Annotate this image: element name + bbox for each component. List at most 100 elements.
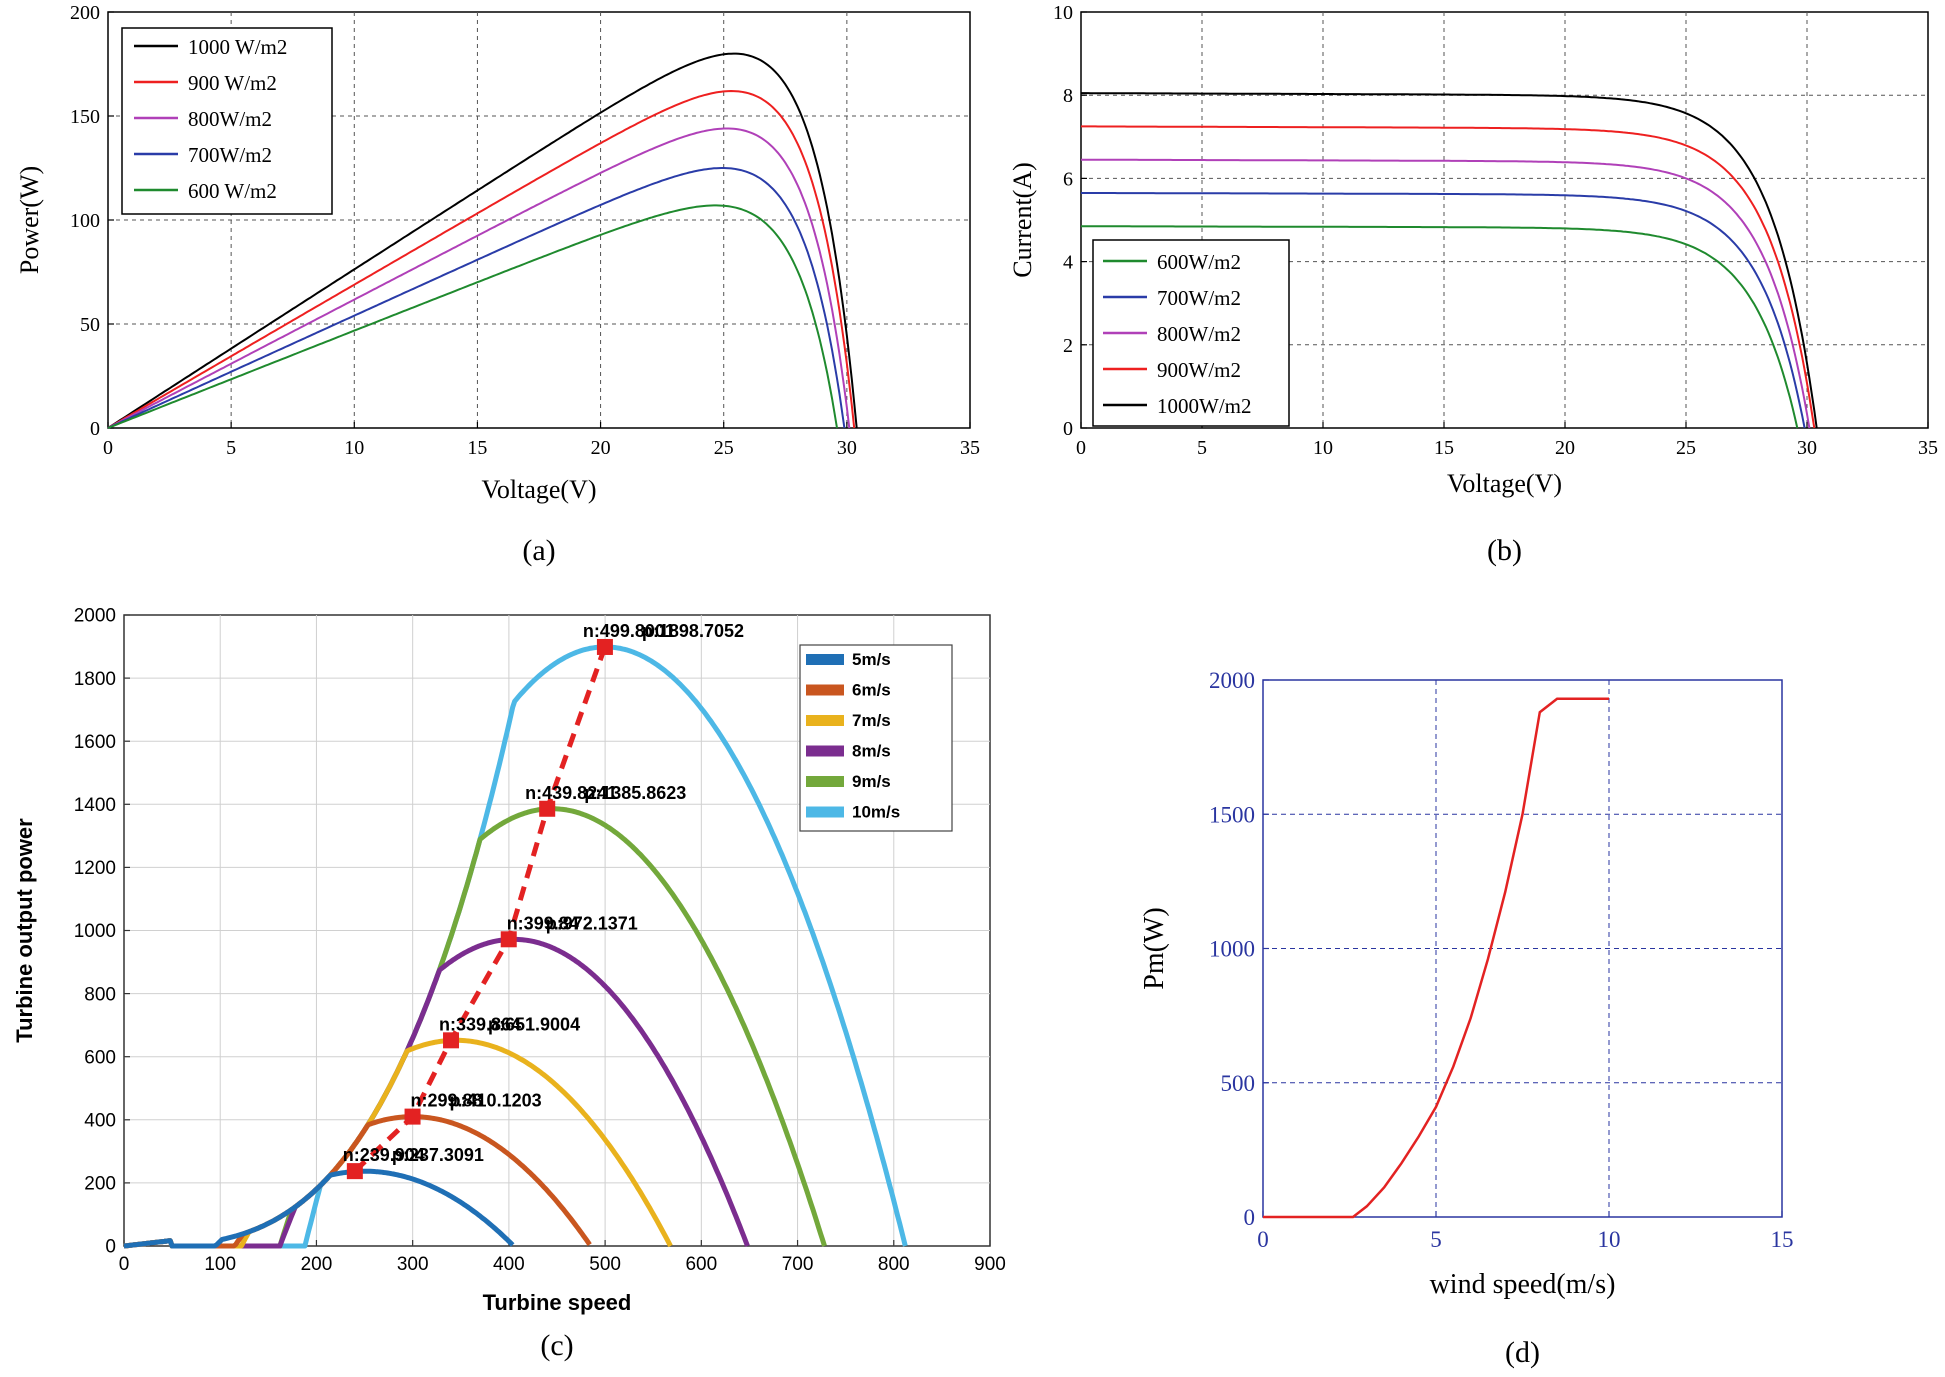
y-tick-label: 500 [1221, 1071, 1256, 1096]
y-tick-label: 150 [70, 106, 100, 128]
y-tick-label: 50 [80, 314, 100, 336]
series-line [1081, 225, 1799, 429]
x-tick-label: 5 [226, 437, 236, 459]
legend-swatch [806, 776, 844, 787]
x-tick-label: 25 [1676, 437, 1696, 459]
y-tick-label: 200 [70, 2, 100, 24]
x-tick-label: 10 [344, 437, 364, 459]
mpp-n-label: n:239.904 [343, 1145, 425, 1165]
y-tick-label: 800 [84, 984, 116, 1005]
x-tick-label: 500 [589, 1254, 621, 1275]
legend-entry: 1000W/m2 [1157, 394, 1252, 418]
x-tick-label: 800 [878, 1254, 910, 1275]
legend-entry: 800W/m2 [1157, 322, 1241, 346]
series-line [1263, 697, 1609, 1219]
y-tick-label: 600 [84, 1047, 116, 1068]
x-axis-label: wind speed(m/s) [1430, 1269, 1616, 1300]
y-tick-label: 6 [1063, 168, 1073, 190]
chart-3: 0 100 200 300 400 500 600 700 800 900 0 200 400 600 80… [12, 606, 1006, 1362]
chart-1: 0 5 10 15 20 25 30 35 0 50 100 150 200 Voltage(V) Powe… [15, 2, 980, 567]
legend: 600W/m2 700W/m2 800W/m2 900W/m2 1000W/m2 [1092, 239, 1290, 427]
x-tick-label: 0 [119, 1254, 130, 1275]
x-tick-label: 15 [1771, 1227, 1794, 1252]
legend-entry: 8m/s [852, 742, 891, 761]
legend-entry: 9m/s [852, 772, 891, 791]
x-tick-label: 20 [591, 437, 611, 459]
x-tick-label: 35 [1918, 437, 1938, 459]
y-axis-label: Current(A) [1008, 162, 1037, 278]
figure-caption: (b) [1487, 534, 1522, 567]
series-line [1081, 125, 1816, 429]
mpp-n-label: n:399.84 [507, 913, 579, 933]
y-axis-label: Turbine output power [12, 818, 37, 1043]
y-axis-label: Power(W) [15, 166, 44, 274]
legend-entry: 6m/s [852, 681, 891, 700]
mpp-n-label: n:299.88 [411, 1091, 483, 1111]
y-tick-label: 1400 [74, 795, 116, 816]
series-line [1081, 192, 1806, 429]
y-tick-label: 4 [1063, 252, 1073, 274]
mpp-marker [539, 800, 556, 817]
y-tick-label: 1000 [74, 921, 116, 942]
figure-caption: (c) [540, 1329, 573, 1362]
mpp-marker [404, 1108, 421, 1125]
x-tick-label: 900 [974, 1254, 1006, 1275]
y-tick-label: 1500 [1209, 802, 1255, 827]
chart-2: 0 5 10 15 20 25 30 35 0 2 4 6 8 10 Voltage(V) Current(A… [1008, 2, 1938, 567]
legend-entry: 700W/m2 [1157, 286, 1241, 310]
series-line [107, 204, 838, 429]
series-line [1081, 158, 1811, 429]
x-tick-label: 5 [1197, 437, 1207, 459]
x-tick-label: 25 [714, 437, 734, 459]
y-tick-label: 0 [1063, 418, 1073, 440]
legend-entry: 900 W/m2 [188, 71, 277, 95]
legend-entry: 600W/m2 [1157, 250, 1241, 274]
mpp-marker [500, 931, 517, 948]
legend-swatch [806, 654, 844, 665]
y-tick-label: 2000 [74, 606, 116, 627]
mpp-marker [346, 1163, 363, 1180]
legend-box [799, 644, 953, 832]
legend-entry: 5m/s [852, 650, 891, 669]
y-tick-label: 0 [90, 418, 100, 440]
legend-entry: 7m/s [852, 711, 891, 730]
mpp-p-label: p:651.9004 [488, 1014, 580, 1034]
legend-swatch [806, 806, 844, 818]
y-tick-label: 1200 [74, 858, 116, 879]
y-tick-label: 1600 [74, 732, 116, 753]
x-tick-label: 35 [960, 437, 980, 459]
y-tick-label: 8 [1063, 85, 1073, 107]
x-tick-label: 15 [467, 437, 487, 459]
x-tick-label: 600 [685, 1254, 717, 1275]
legend-entry: 900W/m2 [1157, 358, 1241, 382]
series-line [1081, 92, 1818, 429]
series-line [123, 1168, 515, 1249]
x-tick-label: 15 [1434, 437, 1454, 459]
legend-swatch [806, 684, 844, 696]
x-tick-label: 700 [782, 1254, 814, 1275]
x-axis-label: Turbine speed [483, 1290, 632, 1315]
legend: 5m/s 6m/s 7m/s 8m/s 9m/s 10m/s [799, 644, 953, 832]
series-line [107, 167, 846, 429]
mpp-marker [443, 1032, 460, 1049]
y-tick-label: 1800 [74, 669, 116, 690]
x-tick-label: 200 [301, 1254, 333, 1275]
mpp-n-label: n:439.8241 [525, 783, 617, 803]
legend-entry: 1000 W/m2 [188, 35, 287, 59]
x-tick-label: 30 [1797, 437, 1817, 459]
mpp-p-label: p:1385.8623 [584, 783, 686, 803]
figure-caption: (a) [522, 534, 555, 567]
y-tick-label: 10 [1053, 2, 1073, 24]
series-line [107, 127, 851, 429]
legend-entry: 700W/m2 [188, 143, 272, 167]
mpp-p-label: p:410.1203 [450, 1091, 542, 1111]
mpp-trace [353, 646, 608, 1173]
mpp-p-label: p:972.1371 [546, 913, 638, 933]
x-tick-label: 10 [1598, 1227, 1621, 1252]
x-tick-label: 30 [837, 437, 857, 459]
y-tick-label: 200 [84, 1174, 116, 1195]
y-tick-label: 400 [84, 1110, 116, 1131]
series-line [107, 52, 858, 429]
y-tick-label: 0 [1244, 1205, 1256, 1230]
